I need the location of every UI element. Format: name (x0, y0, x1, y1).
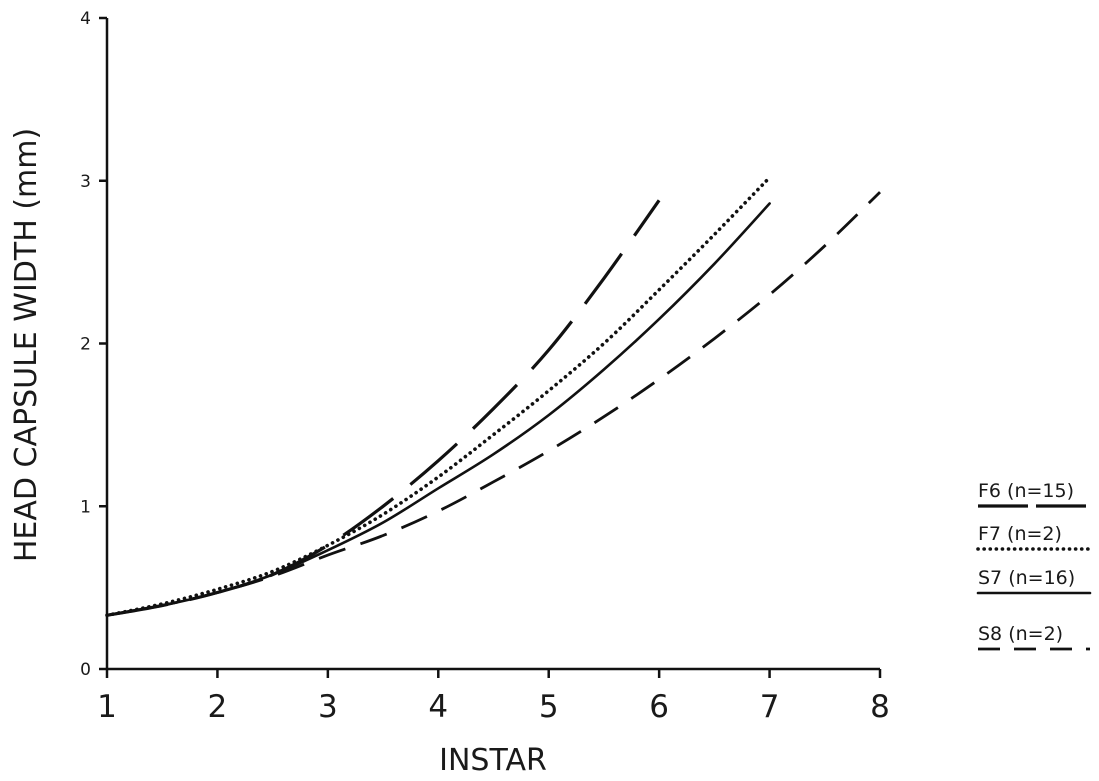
legend-label: F6 (n=15) (978, 480, 1074, 502)
legend-label: S8 (n=2) (978, 623, 1063, 645)
x-ticks: 1 2 3 4 5 6 7 8 (97, 669, 890, 725)
legend-item: F6 (n=15) (978, 480, 1090, 508)
x-tick-label: 1 (97, 689, 117, 725)
series-line-s7 (105, 202, 771, 617)
legend: F6 (n=15) F7 (n=2) S7 (n=16) S8 (n=2) (976, 480, 1092, 651)
x-tick-label: 5 (539, 689, 559, 725)
y-tick-label: 1 (80, 497, 91, 517)
x-tick-label: 4 (428, 689, 448, 725)
series-layer (105, 175, 881, 618)
x-tick-label: 6 (649, 689, 669, 725)
series-line-s8 (106, 191, 881, 617)
legend-item: F7 (n=2) (976, 523, 1092, 551)
legend-item: S7 (n=16) (976, 567, 1092, 595)
x-axis-title: INSTAR (439, 743, 547, 778)
x-tick-label: 8 (870, 689, 890, 725)
series-line-f6 (106, 199, 661, 617)
y-ticks: 0 1 2 3 4 (80, 9, 107, 680)
series-line-f7 (105, 175, 772, 618)
x-tick-label: 2 (208, 689, 228, 725)
y-tick-label: 3 (80, 172, 91, 192)
legend-item: S8 (n=2) (978, 623, 1090, 651)
legend-label: S7 (n=16) (978, 567, 1075, 589)
y-tick-label: 2 (80, 335, 91, 355)
y-tick-label: 0 (80, 660, 91, 680)
legend-label: F7 (n=2) (978, 523, 1062, 545)
x-tick-label: 7 (760, 689, 780, 725)
y-axis-title: HEAD CAPSULE WIDTH (mm) (9, 128, 44, 562)
x-tick-label: 3 (318, 689, 338, 725)
y-tick-label: 4 (80, 9, 91, 29)
